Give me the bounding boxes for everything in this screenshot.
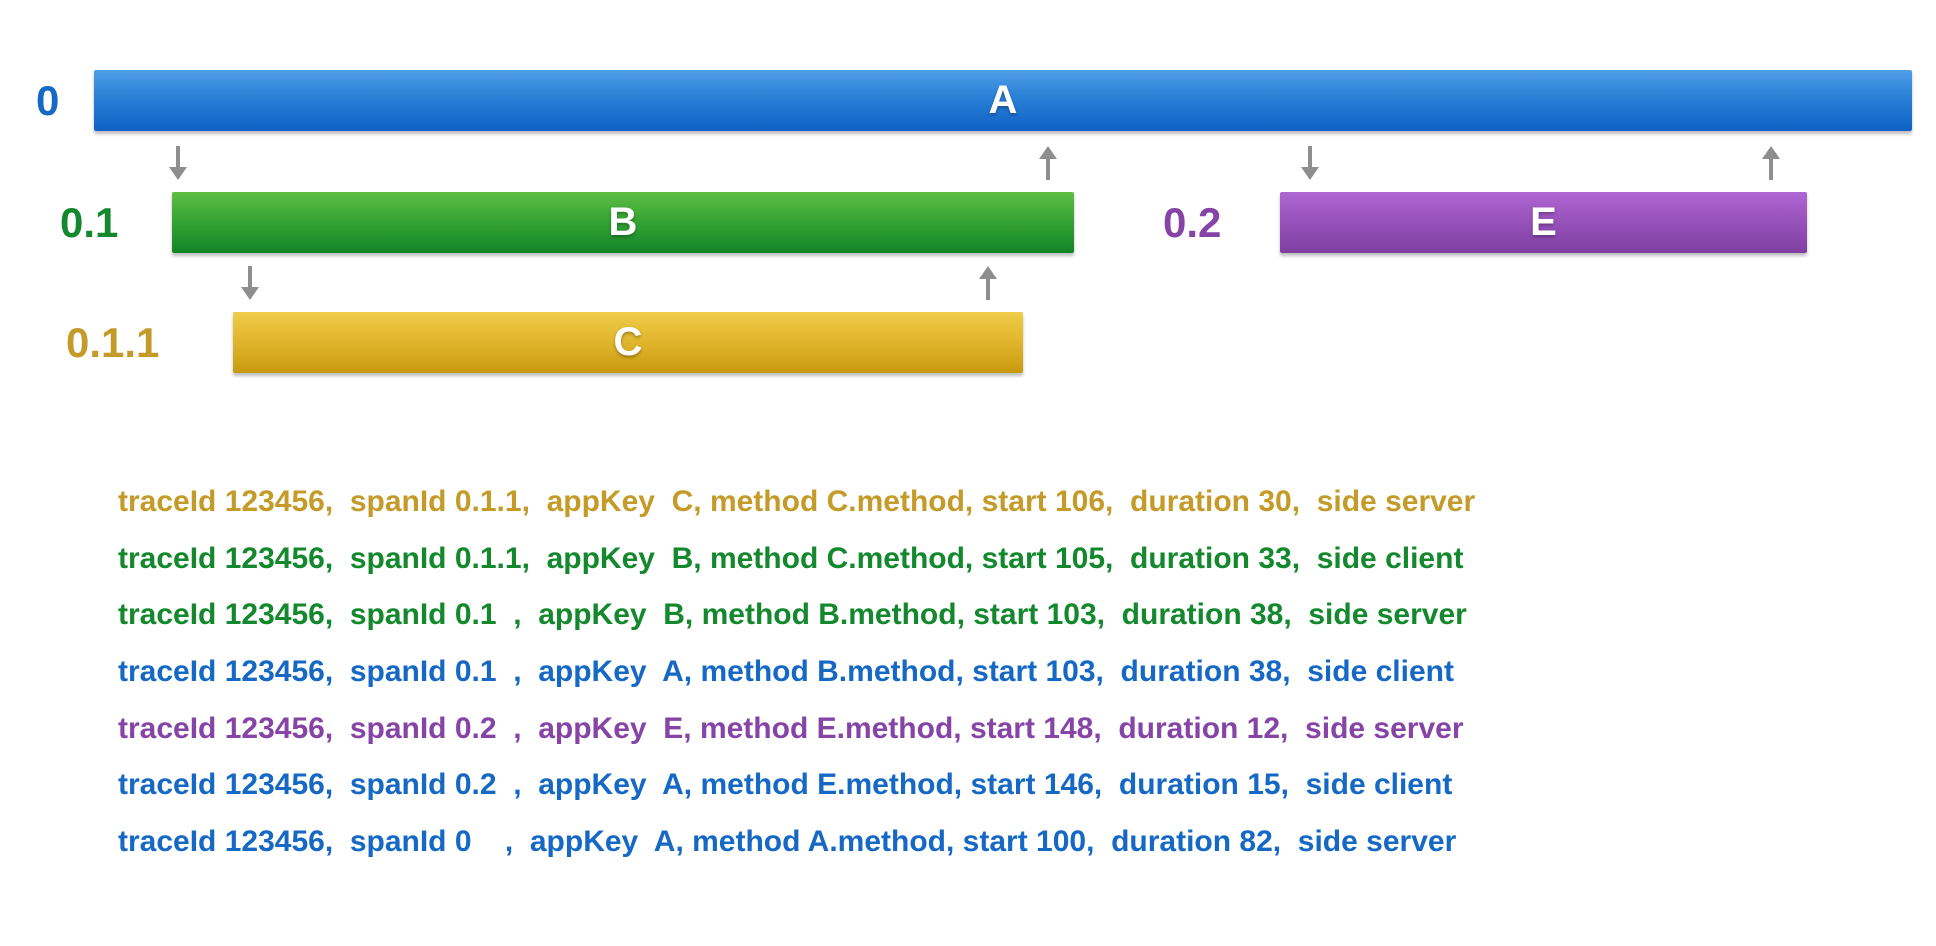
trace-log-line-a-server: traceId 123456, spanId 0 , appKey A, met… (118, 825, 1457, 858)
arrow-stem (176, 146, 180, 167)
arrow-head (169, 167, 187, 180)
span-id-label-0-2: 0.2 (1163, 198, 1222, 246)
trace-log-line-b-server: traceId 123456, spanId 0.1 , appKey B, m… (118, 598, 1467, 631)
trace-log-line-a-client-b: traceId 123456, spanId 0.1 , appKey A, m… (118, 655, 1454, 688)
arrow-stem (1308, 146, 1312, 167)
trace-log-line-c-server: traceId 123456, spanId 0.1.1, appKey C, … (118, 485, 1476, 518)
arrow-stem (248, 266, 252, 287)
trace-log-line-a-client-e: traceId 123456, spanId 0.2 , appKey A, m… (118, 768, 1453, 801)
trace-log-line-b-client: traceId 123456, spanId 0.1.1, appKey B, … (118, 542, 1464, 575)
arrow-head (1301, 167, 1319, 180)
span-bar-e: E (1280, 192, 1807, 253)
span-bar-b: B (172, 192, 1074, 253)
arrow-head (979, 266, 997, 279)
arrow-head (1762, 146, 1780, 159)
response-arrow-b-to-a-icon (1039, 146, 1057, 180)
span-bar-b-label: B (608, 200, 638, 244)
span-bar-a-label: A (988, 78, 1018, 122)
request-arrow-b-to-c-icon (241, 266, 259, 300)
arrow-head (1039, 146, 1057, 159)
request-arrow-a-to-b-icon (169, 146, 187, 180)
arrow-stem (986, 279, 990, 300)
span-bar-c-label: C (613, 320, 643, 364)
span-id-label-0-1-1: 0.1.1 (66, 318, 160, 366)
arrow-stem (1769, 159, 1773, 180)
trace-log-line-e-server: traceId 123456, spanId 0.2 , appKey E, m… (118, 712, 1464, 745)
arrow-head (241, 287, 259, 300)
arrow-stem (1046, 159, 1050, 180)
span-id-label-0-1: 0.1 (60, 198, 119, 246)
span-bar-c: C (233, 312, 1023, 373)
response-arrow-c-to-b-icon (979, 266, 997, 300)
response-arrow-e-to-a-icon (1762, 146, 1780, 180)
request-arrow-a-to-e-icon (1301, 146, 1319, 180)
span-bar-a: A (94, 70, 1912, 131)
span-id-label-0: 0 (36, 76, 60, 124)
span-bar-e-label: E (1530, 200, 1557, 244)
